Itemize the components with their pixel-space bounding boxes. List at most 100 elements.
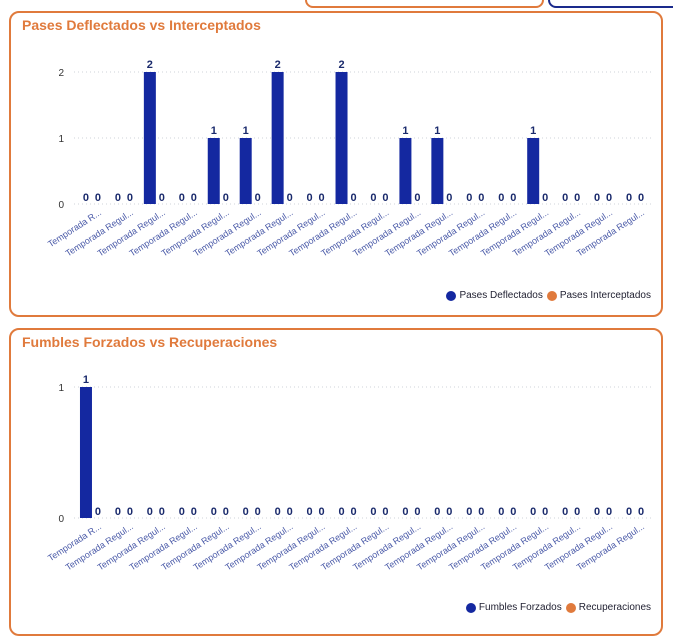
chart-title: Fumbles Forzados vs Recuperaciones bbox=[22, 334, 278, 350]
legend-swatch-blue bbox=[465, 602, 476, 613]
data-label: 1 bbox=[402, 125, 408, 137]
data-label: 0 bbox=[574, 192, 580, 204]
bar bbox=[335, 72, 348, 204]
data-label: 0 bbox=[478, 506, 484, 518]
data-label: 0 bbox=[307, 192, 313, 204]
data-label: 0 bbox=[255, 192, 261, 204]
legend-label: Recuperaciones bbox=[578, 602, 651, 613]
data-label: 0 bbox=[191, 506, 197, 518]
data-label: 0 bbox=[127, 506, 133, 518]
data-label: 0 bbox=[319, 192, 325, 204]
data-label: 0 bbox=[159, 506, 165, 518]
data-label: 1 bbox=[434, 125, 440, 137]
data-label: 0 bbox=[179, 192, 185, 204]
chart-legend: Fumbles Forzados Recuperaciones bbox=[465, 602, 651, 613]
data-label: 0 bbox=[255, 506, 261, 518]
bar bbox=[399, 138, 412, 204]
data-label: 0 bbox=[307, 506, 313, 518]
data-label: 0 bbox=[382, 506, 388, 518]
legend-item-series-2[interactable]: Pases Interceptados bbox=[546, 290, 651, 301]
data-label: 0 bbox=[510, 506, 516, 518]
legend-label: Pases Interceptados bbox=[559, 290, 651, 301]
bar bbox=[527, 138, 540, 204]
data-label: 1 bbox=[530, 125, 536, 137]
data-label: 0 bbox=[594, 192, 600, 204]
data-label: 0 bbox=[542, 506, 548, 518]
data-label: 0 bbox=[638, 506, 644, 518]
data-label: 1 bbox=[243, 125, 249, 137]
y-tick-label: 0 bbox=[58, 514, 64, 525]
legend-label: Pases Deflectados bbox=[459, 290, 543, 301]
data-label: 2 bbox=[338, 59, 344, 71]
data-label: 0 bbox=[478, 192, 484, 204]
legend-item-series-2[interactable]: Recuperaciones bbox=[565, 602, 651, 613]
bar bbox=[207, 138, 220, 204]
data-label: 0 bbox=[606, 506, 612, 518]
data-label: 0 bbox=[115, 506, 121, 518]
data-label: 0 bbox=[498, 192, 504, 204]
data-label: 0 bbox=[127, 192, 133, 204]
previous-card-edge-secondary bbox=[548, 0, 673, 8]
data-label: 0 bbox=[382, 192, 388, 204]
data-label: 0 bbox=[350, 506, 356, 518]
data-label: 0 bbox=[498, 506, 504, 518]
y-tick-label: 0 bbox=[58, 200, 64, 211]
data-label: 0 bbox=[370, 506, 376, 518]
y-tick-label: 1 bbox=[58, 134, 64, 145]
bar bbox=[79, 387, 92, 518]
data-label: 0 bbox=[414, 192, 420, 204]
data-label: 0 bbox=[275, 506, 281, 518]
data-label: 0 bbox=[446, 192, 452, 204]
data-label: 0 bbox=[223, 192, 229, 204]
previous-card-edge bbox=[305, 0, 544, 8]
data-label: 0 bbox=[83, 192, 89, 204]
data-label: 0 bbox=[434, 506, 440, 518]
chart-title: Pases Deflectados vs Interceptados bbox=[22, 17, 261, 33]
data-label: 0 bbox=[287, 192, 293, 204]
data-label: 0 bbox=[338, 506, 344, 518]
data-label: 0 bbox=[626, 506, 632, 518]
y-tick-label: 1 bbox=[58, 383, 64, 394]
data-label: 0 bbox=[562, 506, 568, 518]
data-label: 0 bbox=[159, 192, 165, 204]
data-label: 0 bbox=[370, 192, 376, 204]
data-label: 2 bbox=[147, 59, 153, 71]
data-label: 0 bbox=[466, 506, 472, 518]
data-label: 0 bbox=[319, 506, 325, 518]
data-label: 0 bbox=[562, 192, 568, 204]
data-label: 0 bbox=[402, 506, 408, 518]
bar bbox=[239, 138, 252, 204]
data-label: 0 bbox=[638, 192, 644, 204]
data-label: 0 bbox=[223, 506, 229, 518]
legend-label: Fumbles Forzados bbox=[478, 602, 562, 613]
data-label: 0 bbox=[414, 506, 420, 518]
data-label: 0 bbox=[287, 506, 293, 518]
y-tick-label: 2 bbox=[58, 68, 64, 79]
data-label: 0 bbox=[95, 506, 101, 518]
data-label: 0 bbox=[350, 192, 356, 204]
data-label: 1 bbox=[83, 374, 89, 386]
data-label: 2 bbox=[275, 59, 281, 71]
legend-item-series-1[interactable]: Fumbles Forzados bbox=[465, 602, 562, 613]
data-label: 1 bbox=[211, 125, 217, 137]
bar bbox=[143, 72, 156, 204]
legend-swatch-blue bbox=[446, 290, 457, 301]
data-label: 0 bbox=[95, 192, 101, 204]
data-label: 0 bbox=[466, 192, 472, 204]
data-label: 0 bbox=[243, 506, 249, 518]
bar bbox=[431, 138, 444, 204]
legend-swatch-orange bbox=[546, 290, 557, 301]
data-label: 0 bbox=[179, 506, 185, 518]
data-label: 0 bbox=[530, 506, 536, 518]
chart-legend: Pases Deflectados Pases Interceptados bbox=[446, 290, 651, 301]
data-label: 0 bbox=[626, 192, 632, 204]
legend-item-series-1[interactable]: Pases Deflectados bbox=[446, 290, 543, 301]
bar bbox=[271, 72, 284, 204]
data-label: 0 bbox=[446, 506, 452, 518]
legend-swatch-orange bbox=[565, 602, 576, 613]
data-label: 0 bbox=[574, 506, 580, 518]
